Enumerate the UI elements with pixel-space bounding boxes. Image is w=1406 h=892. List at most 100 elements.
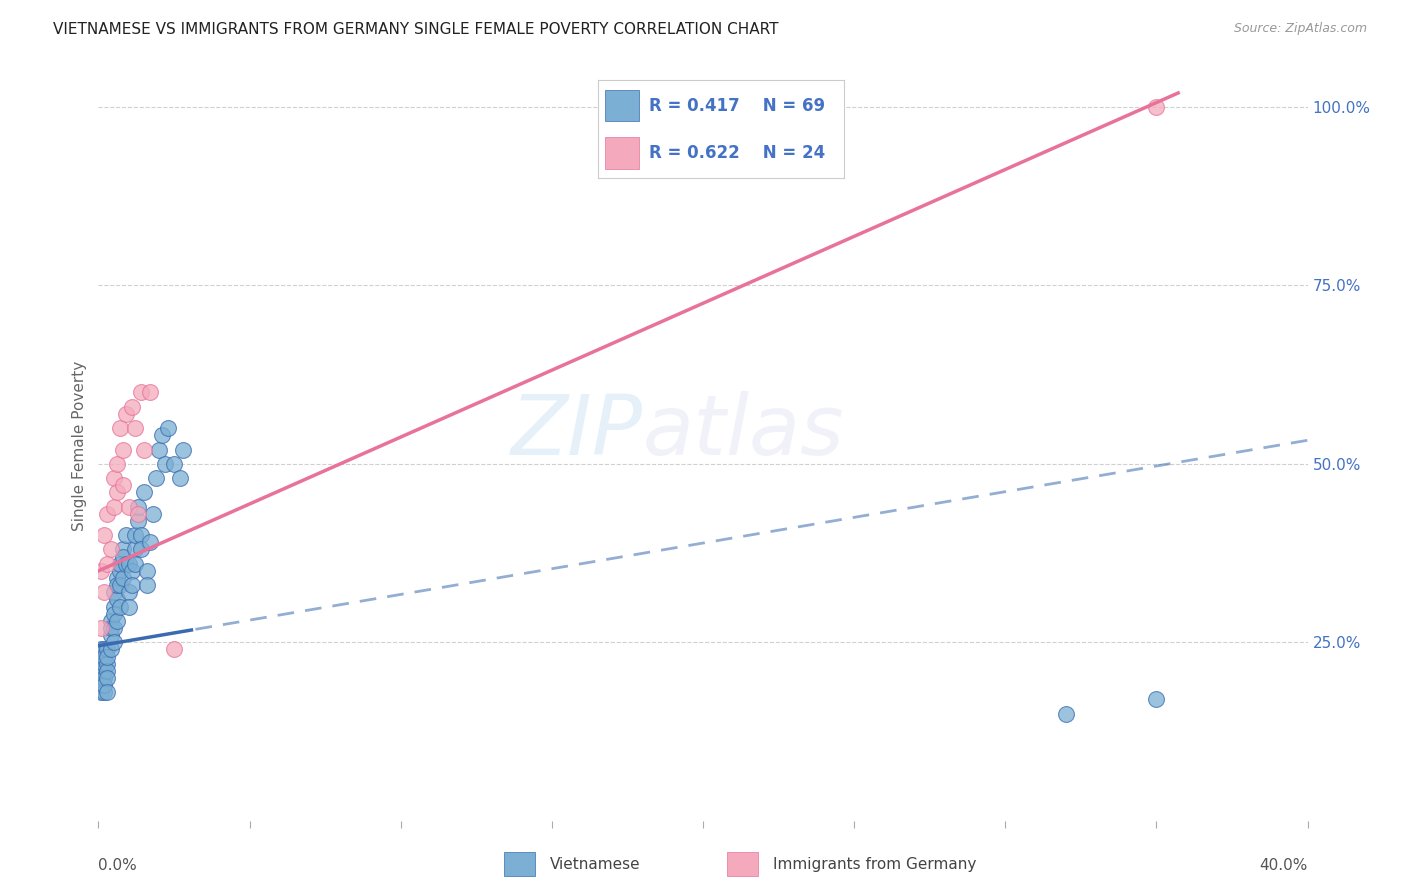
Point bbox=[103, 500, 125, 514]
Point bbox=[108, 421, 131, 435]
Point bbox=[118, 585, 141, 599]
Point bbox=[96, 507, 118, 521]
Point bbox=[121, 400, 143, 414]
Point bbox=[156, 421, 179, 435]
Point bbox=[135, 578, 157, 592]
Point bbox=[103, 471, 125, 485]
Point bbox=[100, 628, 122, 642]
Point bbox=[93, 664, 115, 678]
Point bbox=[121, 564, 143, 578]
Point bbox=[108, 557, 131, 571]
Point bbox=[108, 599, 131, 614]
Point bbox=[90, 685, 112, 699]
Point bbox=[118, 557, 141, 571]
Text: 40.0%: 40.0% bbox=[1260, 858, 1308, 873]
Point bbox=[93, 657, 115, 671]
Point bbox=[100, 614, 122, 628]
Point bbox=[114, 528, 136, 542]
Point bbox=[96, 685, 118, 699]
Point bbox=[103, 599, 125, 614]
Point bbox=[1144, 692, 1167, 706]
Text: Immigrants from Germany: Immigrants from Germany bbox=[773, 857, 976, 871]
Point bbox=[111, 571, 134, 585]
Point bbox=[118, 599, 141, 614]
Point bbox=[142, 507, 165, 521]
Point bbox=[90, 664, 112, 678]
Point bbox=[103, 635, 125, 649]
Point bbox=[111, 549, 134, 564]
Point bbox=[90, 671, 112, 685]
FancyBboxPatch shape bbox=[505, 853, 534, 876]
Point bbox=[1144, 100, 1167, 114]
Point bbox=[145, 471, 167, 485]
Point bbox=[118, 500, 141, 514]
Point bbox=[124, 542, 146, 557]
Point bbox=[90, 649, 112, 664]
Text: R = 0.622    N = 24: R = 0.622 N = 24 bbox=[650, 144, 825, 161]
Point bbox=[90, 564, 112, 578]
Point bbox=[105, 578, 128, 592]
Point bbox=[93, 642, 115, 657]
Text: 0.0%: 0.0% bbox=[98, 858, 138, 873]
Point bbox=[105, 485, 128, 500]
Point bbox=[100, 542, 122, 557]
Text: VIETNAMESE VS IMMIGRANTS FROM GERMANY SINGLE FEMALE POVERTY CORRELATION CHART: VIETNAMESE VS IMMIGRANTS FROM GERMANY SI… bbox=[53, 22, 779, 37]
FancyBboxPatch shape bbox=[727, 853, 758, 876]
Point bbox=[103, 585, 125, 599]
FancyBboxPatch shape bbox=[605, 90, 640, 121]
Point bbox=[124, 557, 146, 571]
Point bbox=[90, 642, 112, 657]
Point bbox=[108, 578, 131, 592]
Text: ZIP: ZIP bbox=[510, 391, 643, 472]
Point bbox=[105, 457, 128, 471]
Point bbox=[129, 542, 152, 557]
Point bbox=[105, 614, 128, 628]
Point bbox=[103, 607, 125, 621]
Text: Source: ZipAtlas.com: Source: ZipAtlas.com bbox=[1233, 22, 1367, 36]
Point bbox=[127, 500, 149, 514]
Point bbox=[93, 528, 115, 542]
Point bbox=[96, 642, 118, 657]
Point bbox=[100, 642, 122, 657]
Point bbox=[135, 564, 157, 578]
Point bbox=[169, 471, 191, 485]
Point bbox=[96, 649, 118, 664]
Point bbox=[139, 535, 162, 549]
Point bbox=[93, 671, 115, 685]
Point bbox=[105, 571, 128, 585]
Point bbox=[114, 407, 136, 421]
Point bbox=[93, 585, 115, 599]
Point bbox=[139, 385, 162, 400]
Text: atlas: atlas bbox=[643, 391, 844, 472]
Point bbox=[124, 528, 146, 542]
Text: Vietnamese: Vietnamese bbox=[550, 857, 641, 871]
Point bbox=[93, 678, 115, 692]
Point bbox=[127, 514, 149, 528]
Point bbox=[105, 592, 128, 607]
Point bbox=[150, 428, 173, 442]
Text: R = 0.417    N = 69: R = 0.417 N = 69 bbox=[650, 97, 825, 115]
FancyBboxPatch shape bbox=[605, 137, 640, 169]
Point bbox=[96, 671, 118, 685]
Point bbox=[111, 442, 134, 457]
Point bbox=[121, 578, 143, 592]
Point bbox=[129, 528, 152, 542]
Point bbox=[96, 657, 118, 671]
Point bbox=[93, 685, 115, 699]
Point bbox=[114, 557, 136, 571]
Point bbox=[90, 657, 112, 671]
Point bbox=[1054, 706, 1077, 721]
Point bbox=[132, 442, 155, 457]
Point bbox=[127, 507, 149, 521]
Point bbox=[111, 478, 134, 492]
Point bbox=[90, 621, 112, 635]
Point bbox=[129, 385, 152, 400]
Y-axis label: Single Female Poverty: Single Female Poverty bbox=[72, 361, 87, 531]
Point bbox=[96, 557, 118, 571]
Point bbox=[96, 664, 118, 678]
Point bbox=[103, 621, 125, 635]
Point bbox=[108, 564, 131, 578]
Point bbox=[153, 457, 176, 471]
Point bbox=[100, 621, 122, 635]
Point bbox=[163, 642, 186, 657]
